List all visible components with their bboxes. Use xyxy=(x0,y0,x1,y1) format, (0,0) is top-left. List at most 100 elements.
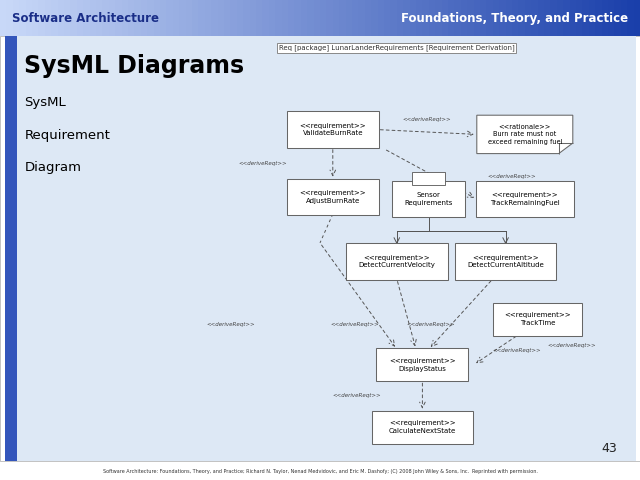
Bar xyxy=(627,0,634,36)
Bar xyxy=(512,0,518,36)
Bar xyxy=(218,0,224,36)
Bar xyxy=(358,0,365,36)
Bar xyxy=(595,0,602,36)
FancyBboxPatch shape xyxy=(476,181,574,217)
Bar xyxy=(211,0,218,36)
Bar xyxy=(38,0,45,36)
Text: <<requirement>>
ValidateBurnRate: <<requirement>> ValidateBurnRate xyxy=(300,123,366,136)
Bar xyxy=(474,0,480,36)
Text: <<requirement>>
DetectCurrentVelocity: <<requirement>> DetectCurrentVelocity xyxy=(358,255,435,268)
FancyBboxPatch shape xyxy=(346,243,448,280)
Bar xyxy=(384,0,390,36)
FancyBboxPatch shape xyxy=(371,410,474,444)
Bar xyxy=(224,0,230,36)
Bar xyxy=(83,0,90,36)
Bar xyxy=(45,0,51,36)
Text: <<deriveReqt>>: <<deriveReqt>> xyxy=(238,161,287,166)
Bar xyxy=(77,0,83,36)
Bar xyxy=(410,0,416,36)
Bar xyxy=(230,0,237,36)
Bar xyxy=(205,0,211,36)
Bar xyxy=(531,0,538,36)
Bar xyxy=(525,0,531,36)
Text: <<rationale>>
Burn rate must not
exceed remaining fuel: <<rationale>> Burn rate must not exceed … xyxy=(488,124,562,145)
Bar xyxy=(301,0,307,36)
FancyBboxPatch shape xyxy=(455,243,557,280)
Bar xyxy=(250,0,256,36)
Bar xyxy=(6,0,13,36)
Text: <<deriveReqt>>: <<deriveReqt>> xyxy=(547,343,596,348)
Text: <<requirement>>
AdjustBurnRate: <<requirement>> AdjustBurnRate xyxy=(300,190,366,204)
Text: Software Architecture: Software Architecture xyxy=(12,12,159,25)
Bar xyxy=(582,0,589,36)
Text: <<requirement>>
DetectCurrentAltitude: <<requirement>> DetectCurrentAltitude xyxy=(467,255,544,268)
Text: <<requirement>>
CalculateNextState: <<requirement>> CalculateNextState xyxy=(388,420,456,434)
FancyBboxPatch shape xyxy=(287,111,379,148)
Bar xyxy=(461,0,467,36)
Text: SysML Diagrams: SysML Diagrams xyxy=(24,54,244,78)
Bar xyxy=(198,0,205,36)
Bar xyxy=(538,0,544,36)
Bar xyxy=(621,0,627,36)
Bar xyxy=(32,0,38,36)
Text: <<requirement>>
DisplayStatus: <<requirement>> DisplayStatus xyxy=(389,358,456,372)
Bar xyxy=(307,0,314,36)
Bar xyxy=(602,0,608,36)
Bar xyxy=(634,0,640,36)
FancyBboxPatch shape xyxy=(412,172,445,185)
Bar xyxy=(390,0,397,36)
Bar xyxy=(454,0,461,36)
Bar xyxy=(166,0,173,36)
Bar xyxy=(435,0,442,36)
Bar xyxy=(17,36,636,461)
Bar xyxy=(550,0,557,36)
Bar xyxy=(493,0,499,36)
Text: <<deriveReqt>>: <<deriveReqt>> xyxy=(403,118,451,122)
Text: Sensor
Requirements: Sensor Requirements xyxy=(404,192,453,206)
Text: <<deriveReqt>>: <<deriveReqt>> xyxy=(406,323,455,327)
Bar xyxy=(486,0,493,36)
Text: <<deriveReqt>>: <<deriveReqt>> xyxy=(206,323,255,327)
Bar xyxy=(467,0,474,36)
Bar xyxy=(448,0,454,36)
Bar xyxy=(442,0,448,36)
Text: <<deriveReqt>>: <<deriveReqt>> xyxy=(488,174,536,179)
Bar xyxy=(0,0,6,36)
Bar xyxy=(5,36,17,461)
Bar xyxy=(109,0,115,36)
Bar xyxy=(589,0,595,36)
Bar xyxy=(352,0,358,36)
Bar xyxy=(294,0,301,36)
Text: <<deriveReqt>>: <<deriveReqt>> xyxy=(493,348,541,353)
Bar xyxy=(339,0,346,36)
Polygon shape xyxy=(477,115,573,154)
Bar xyxy=(282,0,288,36)
Bar xyxy=(614,0,621,36)
Bar xyxy=(416,0,422,36)
Text: <<deriveReqt>>: <<deriveReqt>> xyxy=(331,323,380,327)
Text: 43: 43 xyxy=(602,442,618,455)
Bar xyxy=(160,0,166,36)
Bar xyxy=(544,0,550,36)
Bar xyxy=(90,0,96,36)
Text: <<deriveReqt>>: <<deriveReqt>> xyxy=(332,394,381,398)
Text: Foundations, Theory, and Practice: Foundations, Theory, and Practice xyxy=(401,12,628,25)
Bar xyxy=(365,0,371,36)
Bar xyxy=(26,0,32,36)
Bar xyxy=(70,0,77,36)
Bar xyxy=(256,0,262,36)
Bar xyxy=(557,0,563,36)
Bar xyxy=(288,0,294,36)
Bar xyxy=(403,0,410,36)
Bar xyxy=(147,0,154,36)
Bar xyxy=(333,0,339,36)
Bar xyxy=(563,0,570,36)
Bar xyxy=(173,0,179,36)
FancyBboxPatch shape xyxy=(392,181,465,217)
Bar xyxy=(141,0,147,36)
Bar xyxy=(480,0,486,36)
FancyBboxPatch shape xyxy=(287,179,379,215)
Bar xyxy=(128,0,134,36)
Bar xyxy=(58,0,64,36)
Bar xyxy=(19,0,26,36)
